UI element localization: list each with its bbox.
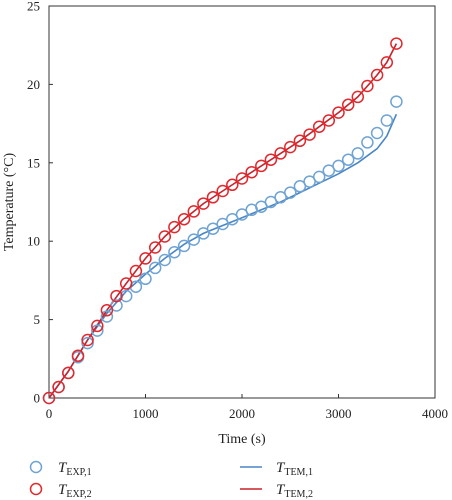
x-tick-label: 3000 bbox=[326, 406, 352, 421]
data-point bbox=[322, 114, 336, 127]
y-axis-label: Temperature (°C) bbox=[2, 153, 17, 252]
data-point bbox=[168, 245, 181, 259]
data-point bbox=[293, 134, 307, 148]
x-tick-label: 1000 bbox=[133, 406, 159, 421]
axes bbox=[48, 5, 436, 399]
data-point bbox=[52, 380, 65, 394]
y-tick-label: 0 bbox=[34, 391, 41, 406]
data-point bbox=[361, 136, 374, 149]
data-point bbox=[255, 159, 268, 173]
data-point bbox=[177, 239, 191, 253]
legend-label: TTEM,1 bbox=[276, 460, 313, 478]
data-point bbox=[100, 310, 114, 323]
data-point bbox=[370, 68, 384, 82]
data-point bbox=[380, 114, 394, 127]
x-tick-label: 4000 bbox=[422, 406, 448, 421]
data-point bbox=[158, 230, 172, 243]
data-point bbox=[197, 197, 210, 210]
data-point bbox=[206, 222, 220, 235]
data-point bbox=[341, 98, 355, 112]
data-point bbox=[139, 252, 152, 265]
data-point bbox=[351, 147, 365, 160]
series-line-tem-1 bbox=[48, 113, 398, 399]
data-point bbox=[187, 205, 201, 218]
data-point bbox=[264, 153, 278, 166]
legend-marker-symbol bbox=[29, 460, 43, 474]
data-point bbox=[390, 95, 403, 108]
legend-marker-symbol bbox=[29, 482, 43, 496]
y-tick-label: 10 bbox=[27, 234, 40, 249]
data-point bbox=[351, 90, 365, 104]
data-point bbox=[168, 220, 181, 234]
data-point bbox=[216, 217, 229, 231]
data-point bbox=[312, 170, 326, 184]
x-tick-label: 0 bbox=[46, 406, 53, 421]
y-tick-label: 25 bbox=[27, 0, 40, 14]
legend-item: TTEM,2 bbox=[240, 482, 313, 500]
data-point bbox=[206, 191, 220, 204]
data-point bbox=[148, 261, 162, 275]
data-point bbox=[187, 233, 201, 246]
data-point bbox=[245, 165, 258, 179]
data-point bbox=[139, 272, 152, 286]
data-point bbox=[312, 120, 326, 133]
data-point bbox=[81, 336, 94, 350]
data-point bbox=[284, 140, 297, 154]
y-tick-label: 20 bbox=[27, 77, 40, 92]
series-line-tem-2 bbox=[48, 43, 398, 399]
data-point bbox=[390, 37, 403, 50]
data-point bbox=[216, 184, 229, 198]
data-point bbox=[235, 172, 249, 185]
data-point bbox=[380, 56, 394, 69]
x-axis-label: Time (s) bbox=[218, 432, 266, 447]
legend-label: TEXP,1 bbox=[58, 460, 92, 478]
data-point bbox=[284, 186, 297, 199]
legend-item: TEXP,1 bbox=[29, 460, 92, 478]
model-lines bbox=[48, 43, 398, 399]
data-point bbox=[148, 241, 162, 254]
tick-labels: 0 1000 2000 3000 4000 0 5 10 15 20 25 bbox=[27, 0, 448, 421]
data-point bbox=[332, 106, 345, 119]
data-point bbox=[110, 289, 123, 303]
data-point bbox=[91, 324, 104, 337]
data-point bbox=[341, 153, 355, 166]
plot-frame bbox=[48, 5, 436, 399]
y-tick-label: 15 bbox=[27, 155, 40, 170]
data-point bbox=[274, 191, 287, 204]
data-point bbox=[119, 277, 133, 290]
experimental-markers bbox=[42, 37, 403, 405]
data-point bbox=[264, 195, 278, 209]
data-point bbox=[91, 319, 104, 333]
data-point bbox=[303, 128, 316, 141]
data-point bbox=[81, 333, 94, 347]
data-point bbox=[361, 79, 374, 93]
data-point bbox=[332, 159, 345, 173]
data-point bbox=[293, 180, 307, 193]
data-point bbox=[100, 303, 114, 317]
data-point bbox=[235, 208, 249, 221]
data-point bbox=[119, 289, 133, 303]
data-point bbox=[322, 164, 336, 177]
data-point bbox=[274, 147, 287, 160]
y-tick-label: 5 bbox=[34, 312, 41, 327]
legend-label: TTEM,2 bbox=[276, 482, 313, 500]
data-point bbox=[370, 126, 384, 140]
data-point bbox=[158, 253, 172, 267]
data-point bbox=[42, 391, 56, 405]
legend-label: TEXP,2 bbox=[58, 482, 92, 500]
data-point bbox=[226, 178, 239, 192]
legend-item: TEXP,2 bbox=[29, 482, 92, 500]
x-tick-label: 2000 bbox=[229, 406, 255, 421]
data-point bbox=[71, 349, 85, 362]
data-point bbox=[62, 366, 75, 380]
data-point bbox=[129, 264, 143, 278]
legend: TEXP,1 TEXP,2 TTEM,1 TTEM,2 bbox=[29, 460, 313, 500]
legend-item: TTEM,1 bbox=[240, 460, 313, 478]
data-point bbox=[177, 212, 191, 226]
data-point bbox=[226, 212, 239, 226]
